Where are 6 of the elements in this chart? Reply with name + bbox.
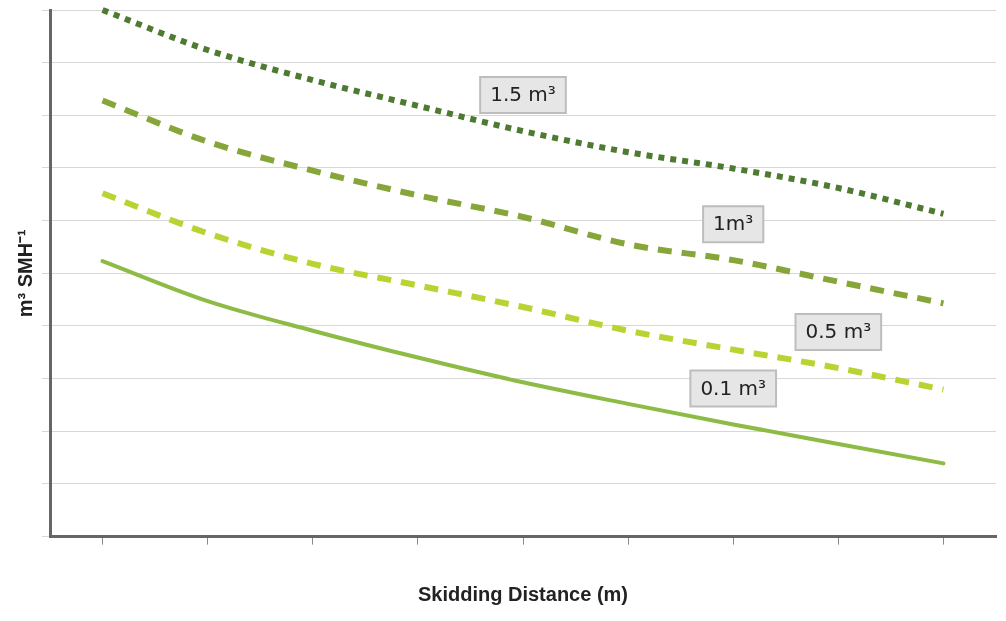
series-label: 0.1 m³ (700, 375, 767, 400)
series-label: 1.5 m³ (490, 82, 556, 107)
series-label: 0.5 m³ (805, 319, 872, 344)
x-axis-title: Skidding Distance (m) (417, 582, 629, 605)
y-axis-title: m³ SMH⁻¹ (13, 228, 36, 318)
series-label: 1m³ (713, 211, 754, 236)
